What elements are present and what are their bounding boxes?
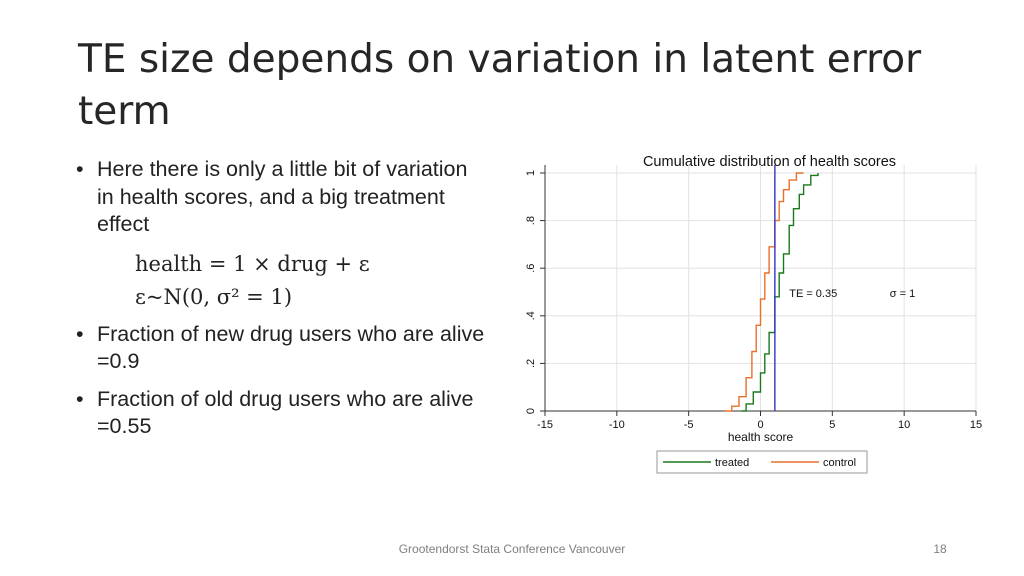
x-tick-label: 10 (898, 419, 910, 431)
x-tick-label: -5 (684, 419, 694, 431)
y-tick-label: 0 (525, 408, 537, 414)
bullet-item: • Here there is only a little bit of var… (76, 156, 486, 239)
y-tick-label: .6 (525, 264, 537, 273)
error-distribution-equation: ε~N(0, σ² = 1) (135, 284, 293, 309)
x-tick-label: -10 (609, 419, 625, 431)
x-axis-label: health score (728, 430, 794, 444)
page-number: 18 (933, 542, 947, 556)
legend-box (656, 450, 868, 474)
x-tick-label: 15 (970, 419, 982, 431)
y-tick-label: 1 (525, 170, 537, 176)
cdf-chart: Cumulative distribution of health scores… (510, 146, 990, 476)
y-tick-label: .4 (525, 311, 537, 320)
y-tick-label: .8 (525, 216, 537, 225)
legend-label-treated: treated (715, 457, 749, 469)
legend-label-control: control (823, 457, 856, 469)
series-line-control (724, 172, 804, 412)
bullet-list: • Here there is only a little bit of var… (76, 156, 486, 451)
bullet-text: Fraction of new drug users who are alive… (97, 321, 485, 374)
footer-text: Grootendorst Stata Conference Vancouver (398, 542, 626, 556)
bullet-dot-icon: • (76, 386, 84, 411)
x-tick-label: 5 (829, 419, 835, 431)
model-equation: health = 1 × drug + ε (135, 251, 370, 276)
bullet-text: Fraction of old drug users who are alive… (97, 386, 474, 439)
bullet-dot-icon: • (76, 157, 84, 181)
bullet-item: • Fraction of old drug users who are ali… (76, 386, 486, 441)
x-tick-label: 0 (757, 419, 763, 431)
cdf-chart-svg: Cumulative distribution of health scores… (525, 154, 982, 474)
y-tick-label: .2 (525, 359, 537, 368)
slide-title: TE size depends on variation in latent e… (78, 37, 922, 134)
bullet-item: • Fraction of new drug users who are ali… (76, 321, 486, 376)
series-line-treated (741, 173, 819, 412)
bullet-text: Here there is only a little bit of varia… (97, 157, 468, 236)
x-tick-label: -15 (537, 419, 553, 431)
chart-title: Cumulative distribution of health scores (643, 154, 896, 170)
equation-block: health = 1 × drug + ε ε~N(0, σ² = 1) (76, 249, 486, 313)
bullet-dot-icon: • (76, 321, 84, 346)
annotation-te: TE = 0.35 (789, 288, 837, 300)
annotation-sigma: σ = 1 (890, 288, 915, 300)
